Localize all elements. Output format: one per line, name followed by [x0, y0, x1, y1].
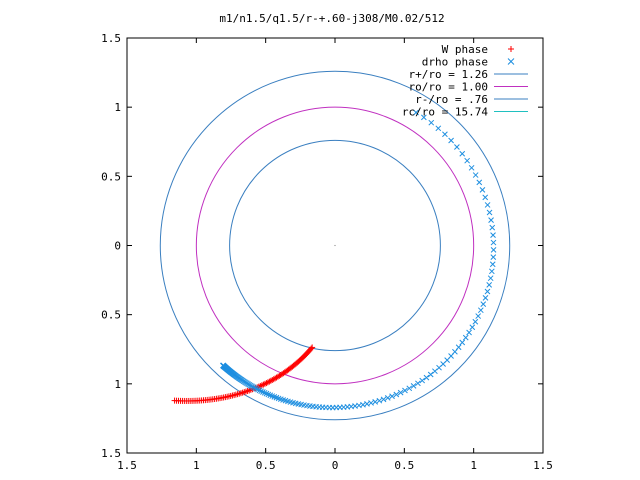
point-1-35: [459, 339, 466, 346]
x-tick-label-4: 0.5: [394, 459, 414, 472]
point-1-50: [397, 389, 404, 396]
point-1-26: [484, 288, 491, 295]
point-1-25: [486, 282, 493, 288]
y-tick-label-3: 0: [114, 240, 121, 253]
point-1-15: [486, 209, 493, 216]
legend-marker-1: [507, 58, 515, 65]
point-1-1: [420, 114, 427, 121]
point-1-3: [435, 125, 442, 132]
point-1-0: [413, 109, 419, 116]
legend-label-4: r-/ro = .76: [415, 93, 488, 106]
point-1-56: [372, 399, 379, 405]
axis-ticks: 1.5 1 0.5 0 0.5 1 1.51.510.500.511.5: [101, 32, 553, 472]
point-1-57: [368, 400, 374, 406]
point-1-7: [459, 150, 466, 157]
point-1-2: [428, 119, 435, 126]
series-0: [171, 344, 316, 404]
y-tick-label-2: 0.5: [101, 170, 121, 183]
circle-2: [229, 139, 441, 352]
point-1-31: [472, 318, 479, 325]
point-1-29: [477, 307, 484, 314]
legend-label-0: W phase: [442, 43, 488, 56]
point-1-45: [419, 377, 426, 384]
legend-label-5: rc/ro = 15.74: [402, 106, 488, 119]
y-tick-label-0: 1.5: [101, 32, 121, 45]
point-1-24: [487, 275, 494, 282]
point-1-17: [489, 224, 496, 231]
point-1-55: [376, 397, 383, 404]
point-1-97: [255, 386, 261, 393]
point-1-33: [466, 329, 472, 336]
point-1-42: [432, 368, 438, 375]
point-1-14: [484, 202, 491, 208]
point-1-48: [406, 385, 413, 392]
data-series: [171, 109, 497, 411]
point-1-23: [488, 268, 495, 275]
point-1-43: [427, 371, 434, 378]
point-1-10: [472, 172, 479, 178]
point-1-5: [448, 137, 454, 144]
point-1-44: [423, 374, 430, 381]
x-tick-label-6: 1.5: [533, 459, 553, 472]
point-1-94: [260, 389, 266, 395]
x-tick-label-0: 1.5: [117, 459, 137, 472]
point-1-28: [480, 301, 487, 307]
y-tick-label-6: 1.5: [101, 447, 121, 460]
point-1-36: [455, 344, 462, 351]
x-tick-label-5: 1: [470, 459, 477, 472]
point-1-53: [384, 395, 391, 401]
circle-1: [195, 106, 475, 385]
reference-circles: [159, 70, 511, 421]
y-tick-label-5: 1: [114, 378, 121, 391]
legend-label-3: ro/ro = 1.00: [409, 81, 488, 94]
y-tick-label-1: 1: [114, 101, 121, 114]
point-1-54: [380, 396, 387, 403]
point-0-89: [309, 344, 316, 351]
point-1-47: [410, 383, 417, 389]
point-1-93: [261, 389, 268, 396]
x-tick-label-2: 0.5: [256, 459, 276, 472]
y-tick-label-4: 0.5: [101, 309, 121, 322]
point-1-22: [489, 261, 496, 268]
x-tick-label-1: 1: [193, 459, 200, 472]
point-1-9: [468, 164, 475, 171]
point-1-13: [482, 194, 489, 201]
legend-marker-0: [508, 46, 514, 52]
point-1-52: [389, 393, 395, 400]
origin-dot: [334, 244, 336, 247]
point-1-19: [490, 239, 497, 246]
point-1-6: [454, 144, 460, 150]
point-1-4: [442, 131, 448, 138]
point-1-51: [393, 391, 400, 398]
point-1-30: [475, 313, 482, 319]
point-1-46: [415, 380, 421, 387]
series-1: [220, 109, 497, 411]
point-1-34: [462, 334, 469, 341]
point-1-96: [256, 387, 263, 394]
legend-label-1: drho phase: [422, 56, 488, 69]
point-1-32: [469, 324, 476, 331]
point-1-12: [479, 187, 486, 193]
point-1-49: [402, 387, 408, 394]
point-1-16: [488, 217, 494, 223]
x-tick-label-3: 0: [332, 459, 339, 472]
point-1-8: [464, 157, 470, 164]
legend-label-2: r+/ro = 1.26: [409, 68, 488, 81]
point-1-27: [482, 295, 489, 301]
point-1-21: [490, 254, 497, 260]
circle-0: [159, 70, 511, 421]
chart-title: m1/n1.5/q1.5/r-+.60-j308/M0.02/512: [219, 12, 444, 25]
point-1-169: [220, 362, 226, 369]
point-1-11: [476, 179, 483, 186]
point-1-20: [490, 247, 497, 253]
point-1-18: [490, 232, 496, 238]
point-0-88: [308, 345, 315, 352]
point-1-95: [258, 388, 265, 395]
